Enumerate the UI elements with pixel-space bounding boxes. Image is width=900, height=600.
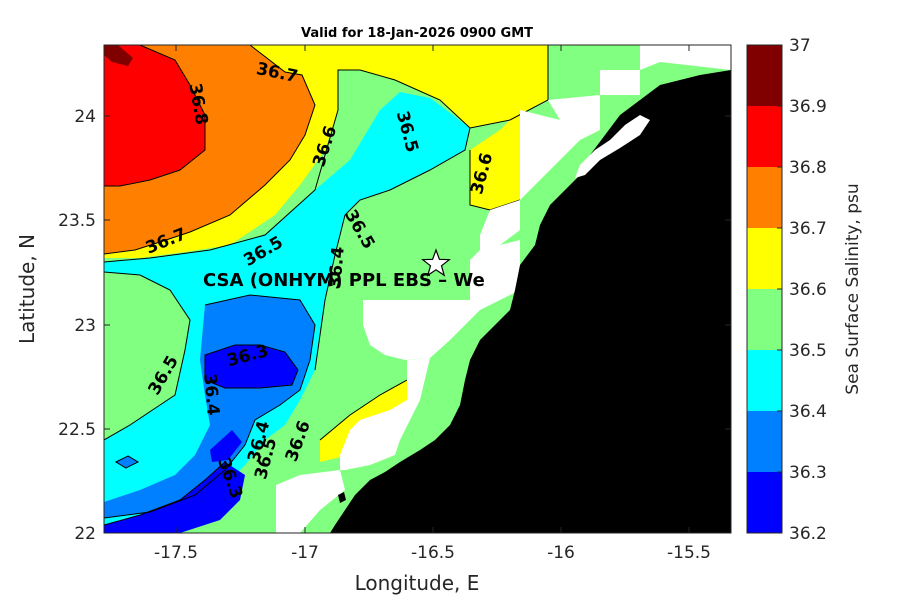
colorbar-segment [747, 472, 782, 533]
colorbar-tick-label: 36.4 [789, 402, 827, 422]
salinity-region-36-6b [470, 110, 520, 210]
colorbar-segment [747, 106, 782, 167]
colorbar-tick-label: 36.6 [789, 280, 827, 300]
land-mass [330, 70, 731, 533]
colorbar: 37 36.9 36.8 36.7 36.6 36.5 36.4 36.3 36.2 [746, 36, 827, 544]
salinity-region-36-2a [205, 345, 298, 388]
y-tick-label: 23.5 [58, 211, 96, 231]
colorbar-tick-label: 36.2 [789, 524, 827, 544]
y-tick-label: 24 [74, 107, 96, 127]
plot-frame [103, 44, 732, 534]
colorbar-segment [747, 289, 782, 350]
salinity-region-36-9 [104, 45, 133, 66]
y-axis-label: Latitude, N [15, 234, 39, 344]
colorbar-tick-label: 36.8 [789, 158, 827, 178]
contour-label: 36.4 [325, 246, 349, 290]
colorbar-segment [747, 411, 782, 472]
colorbar-segment [747, 45, 782, 106]
contour-label: 36.4 [199, 373, 223, 417]
salinity-region-36-8 [104, 45, 205, 186]
station-label: CSA (ONHYM) PPL EBS – We [203, 270, 485, 291]
x-tick-label: -16 [547, 543, 575, 563]
coastal-dot [338, 492, 346, 503]
y-tick-label: 23 [74, 316, 96, 336]
colorbar-tick-label: 36.7 [789, 219, 827, 239]
station-star-icon [421, 248, 451, 277]
coastal-bay [575, 115, 650, 178]
colorbar-segment [747, 167, 782, 228]
colorbar-segment [747, 350, 782, 411]
x-tick-label: -17.5 [154, 543, 198, 563]
colorbar-tick-label: 36.5 [789, 341, 827, 361]
x-tick-label: -16.5 [411, 543, 455, 563]
y-tick-label: 22.5 [58, 420, 96, 440]
salinity-region-36-2c [210, 430, 242, 462]
x-tick-label: -17 [291, 543, 319, 563]
tick-marks [104, 45, 731, 533]
map-plot-area: 36.7 36.8 36.6 36.5 36.6 36.7 36.5 36.5 … [104, 45, 731, 533]
colorbar-segment [747, 228, 782, 289]
x-tick-label: -15.5 [667, 543, 711, 563]
colorbar-tick-label: 36.9 [789, 97, 827, 117]
x-axis-label: Longitude, E [355, 571, 480, 595]
no-data-mask [276, 45, 731, 533]
colorbar-tick-label: 36.3 [789, 463, 827, 483]
map-title: Valid for 18-Jan-2026 0900 GMT [301, 26, 533, 41]
contour-lines [104, 45, 549, 526]
colorbar-label: Sea Surface Salinity, psu [843, 183, 863, 394]
y-tick-label: 22 [74, 524, 96, 544]
colorbar-tick-label: 37 [789, 36, 811, 56]
